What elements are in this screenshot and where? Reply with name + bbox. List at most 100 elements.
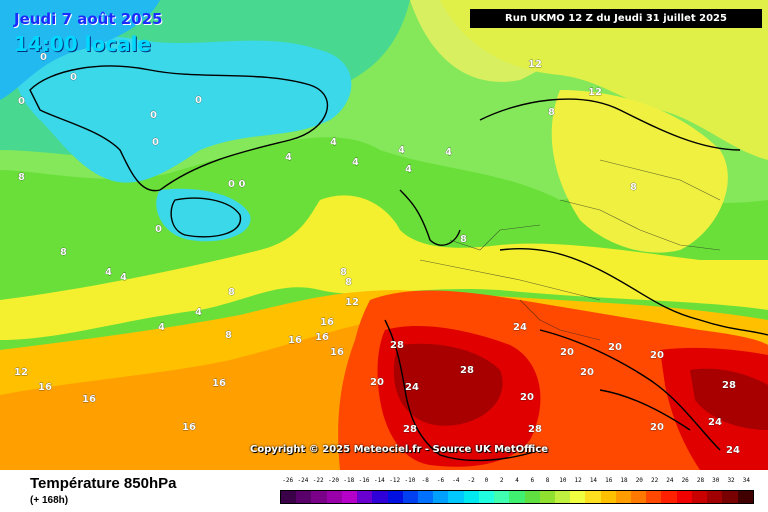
isotherm-value: 24 <box>708 417 722 428</box>
scale-swatch <box>463 491 479 503</box>
isotherm-value: 16 <box>82 394 96 405</box>
borders <box>419 159 721 341</box>
scale-tick-label: 10 <box>559 477 567 484</box>
scale-swatch <box>387 491 403 503</box>
isotherm-value: 28 <box>722 380 736 391</box>
scale-tick-label: -6 <box>436 477 445 484</box>
isotherm-value: 0 <box>70 72 77 83</box>
isotherm-value: 12 <box>14 367 28 378</box>
scale-swatch <box>433 491 449 503</box>
map-title: Température 850hPa <box>30 475 177 492</box>
isotherm-value: 16 <box>320 317 334 328</box>
isotherm-value: 4 <box>445 147 452 158</box>
isotherm-value: 28 <box>390 340 404 351</box>
isotherm-value: 0 0 <box>228 179 245 190</box>
isotherm-value: 16 <box>288 335 302 346</box>
isotherm-value: 16 <box>212 378 226 389</box>
scale-swatch <box>600 491 616 503</box>
isotherm-value: 8 <box>228 287 235 298</box>
isotherm-value: 28 <box>528 424 542 435</box>
isotherm-value: 0 <box>150 110 157 121</box>
isotherm-value: 8 <box>340 267 347 278</box>
isotherm-value: 4 <box>195 307 202 318</box>
coastlines <box>29 65 768 462</box>
scale-swatch <box>448 491 464 503</box>
scale-tick-label: -12 <box>389 477 401 484</box>
color-scale-ticks: -26 -24 -22 -20 -18 -16 -14 -12 -10 -8 -6 -4 -2 0 2 4 6 8… <box>280 477 754 487</box>
scale-swatch <box>509 491 525 503</box>
scale-tick-label: -22 <box>312 477 324 484</box>
scale-swatch <box>737 491 753 503</box>
scale-tick-label: 20 <box>635 477 643 484</box>
scale-tick-label: 4 <box>515 477 519 484</box>
scale-tick-label: -20 <box>328 477 339 484</box>
forecast-lead-time: (+ 168h) <box>30 495 69 506</box>
copyright-text: Copyright © 2025 Meteociel.fr - Source U… <box>250 444 549 455</box>
scale-swatch <box>417 491 434 503</box>
isotherm-value: 12 <box>345 297 359 308</box>
scale-tick-label: 18 <box>620 477 628 484</box>
scale-tick-label: 28 <box>696 477 705 484</box>
scale-tick-label: 14 <box>589 477 598 484</box>
isotherm-value: 24 <box>405 382 419 393</box>
isotherm-value: 20 <box>608 342 622 353</box>
isotherm-value: 16 <box>182 422 196 433</box>
isotherm-value: 20 <box>650 422 664 433</box>
isotherm-value: 4 <box>398 145 405 156</box>
isotherm-value: 16 <box>315 332 329 343</box>
scale-swatch <box>341 491 358 503</box>
isotherm-value: 16 <box>330 347 344 358</box>
scale-swatch <box>326 491 342 503</box>
scale-swatch <box>585 491 601 503</box>
scale-tick-label: 30 <box>712 477 720 484</box>
scale-swatch <box>691 491 708 503</box>
isotherm-value: 20 <box>520 392 534 403</box>
scale-tick-label: -10 <box>404 477 416 484</box>
scale-tick-label: 12 <box>574 477 582 484</box>
scale-tick-label: 2 <box>499 477 504 484</box>
isotherm-value: 4 <box>285 152 292 163</box>
isotherm-value: 8 <box>460 234 467 245</box>
isotherm-value: 24 <box>726 445 740 456</box>
isotherm-value: 20 <box>370 377 384 388</box>
isotherm-value: 8 <box>60 247 67 258</box>
isotherm-value: 8 <box>225 330 232 341</box>
isotherm-value: 4 <box>405 164 412 175</box>
scale-swatch <box>646 491 662 503</box>
isotherm-value: 4 <box>105 267 112 278</box>
model-run-label: Run UKMO 12 Z du Jeudi 31 juillet 2025 <box>470 9 762 28</box>
scale-swatch <box>722 491 738 503</box>
scale-swatch <box>570 491 586 503</box>
scale-tick-label: -16 <box>358 477 370 484</box>
scale-swatch <box>494 491 510 503</box>
scale-tick-label: 32 <box>727 477 735 484</box>
scale-tick-label: -8 <box>421 477 429 484</box>
forecast-date: Jeudi 7 août 2025 <box>14 10 163 28</box>
isotherm-value: 4 <box>158 322 165 333</box>
isotherm-value: 8 <box>345 277 352 288</box>
scale-tick-label: -14 <box>373 477 385 484</box>
scale-swatch <box>311 491 327 503</box>
isotherm-value: 20 <box>650 350 664 361</box>
isotherm-value: 8 <box>548 107 555 118</box>
scale-swatch <box>707 491 723 503</box>
isotherm-value: 16 <box>38 382 52 393</box>
isotherm-value: 0 <box>40 52 47 63</box>
isotherm-value: 0 <box>195 95 202 106</box>
color-scale-bar <box>280 490 754 504</box>
scale-tick-label: -2 <box>467 477 475 484</box>
scale-swatch <box>281 491 297 503</box>
isotherm-value: 20 <box>560 347 574 358</box>
isotherm-value: 4 <box>330 137 337 148</box>
isotherm-value: 8 <box>630 182 637 193</box>
scale-tick-label: 0 <box>484 477 489 484</box>
isotherm-value: 28 <box>403 424 417 435</box>
scale-swatch <box>524 491 540 503</box>
scale-tick-label: 34 <box>742 477 750 484</box>
scale-tick-label: -4 <box>452 477 460 484</box>
scale-swatch <box>402 491 418 503</box>
isotherm-value: 20 <box>580 367 594 378</box>
